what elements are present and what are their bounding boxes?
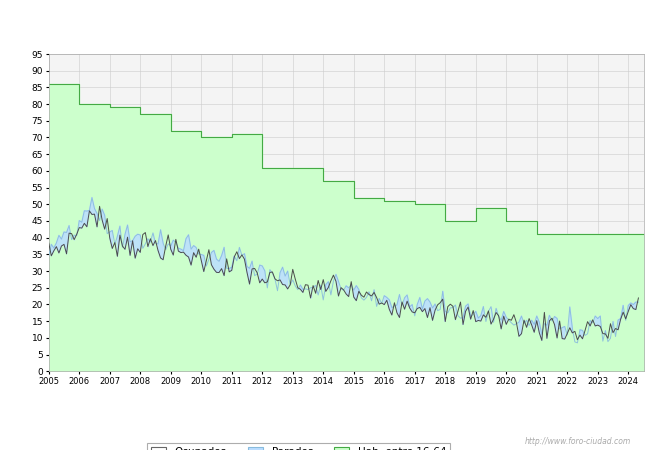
Legend: Ocupados, Parados, Hab. entre 16-64: Ocupados, Parados, Hab. entre 16-64 <box>147 443 450 450</box>
Text: http://www.foro-ciudad.com: http://www.foro-ciudad.com <box>525 436 630 446</box>
Text: Donjimeno - Evolucion de la poblacion en edad de Trabajar Mayo de 2024: Donjimeno - Evolucion de la poblacion en… <box>107 18 543 31</box>
